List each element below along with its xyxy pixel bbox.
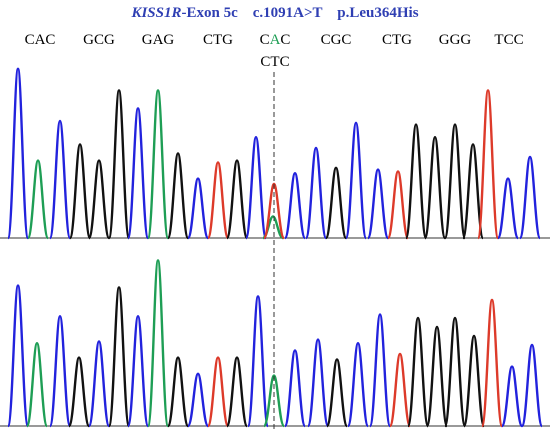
lower-peak-19-C [368, 313, 392, 428]
upper-peak-22-G [404, 123, 428, 240]
lower-peak-1-C [6, 284, 30, 428]
codon-label-6: CGC [321, 32, 352, 48]
upper-peak-25-G [461, 143, 485, 240]
upper-peak-12-G [225, 159, 249, 240]
upper-peak-13-C [244, 136, 268, 240]
upper-peak-23-G [423, 136, 447, 240]
lower-peak-18-C [346, 342, 370, 428]
lower-peak-26-C [500, 365, 524, 428]
lower-peak-20-T [388, 352, 412, 428]
mutant-codon-label: CTC [260, 54, 289, 70]
codon-label-mutated: CAC [260, 32, 291, 48]
variant-description: -Exon 5c c.1091A>T p.Leu364His [182, 5, 419, 21]
lower-chromatogram-trace [0, 259, 550, 428]
codon-label-9: TCC [494, 32, 523, 48]
lower-peak-21-G [406, 316, 430, 428]
upper-peak-1-C [6, 67, 30, 240]
upper-peak-16-C [283, 172, 307, 240]
lower-peak-13-C [246, 295, 270, 428]
upper-peak-28-C [518, 155, 542, 240]
lower-peak-8-A [146, 259, 170, 428]
lower-peak-5-C [87, 340, 111, 428]
codon-label-4: CTG [203, 32, 233, 48]
gene-name: KISS1R [130, 5, 181, 21]
upper-peak-6-G [107, 89, 131, 240]
upper-chromatogram-trace [0, 67, 550, 240]
upper-peak-9-G [166, 152, 190, 240]
lower-peak-6-G [107, 286, 131, 428]
upper-peak-11-T [206, 161, 230, 240]
upper-peak-10-C [186, 177, 210, 240]
lower-peak-2-A [25, 342, 49, 428]
codon-label-mutated-base-1: C [260, 32, 270, 48]
upper-peak-20-C [366, 168, 390, 240]
upper-peak-8-A [146, 89, 170, 240]
codon-label-mutated-base-3: C [280, 32, 290, 48]
codon-label-2: GCG [83, 32, 115, 48]
upper-peak-3-C [48, 119, 72, 240]
codon-label-1: CAC [25, 32, 56, 48]
upper-peak-26-T [476, 89, 500, 240]
lower-peak-24-G [462, 334, 486, 428]
upper-peak-21-T [386, 170, 410, 240]
figure-header: KISS1R-Exon 5c c.1091A>T p.Leu364His [130, 5, 418, 21]
codon-label-mutated-base-2: A [270, 32, 281, 48]
lower-peak-4-G [67, 356, 91, 428]
upper-peak-18-G [324, 166, 348, 240]
lower-peak-16-C [306, 338, 330, 428]
lower-peak-17-G [325, 358, 349, 428]
lower-peak-27-C [520, 343, 544, 428]
upper-peak-7-C [126, 107, 150, 240]
lower-peak-9-G [166, 356, 190, 428]
lower-peak-15-C [283, 349, 307, 428]
upper-peak-2-A [26, 159, 50, 240]
codon-label-3: GAG [142, 32, 175, 48]
lower-peak-3-C [48, 315, 72, 428]
codon-label-8: GGG [439, 32, 472, 48]
upper-peak-19-C [344, 121, 368, 240]
codon-label-7: CTG [382, 32, 412, 48]
lower-peak-14-A [262, 374, 286, 428]
upper-peak-17-C [304, 146, 328, 240]
lower-peak-7-C [126, 315, 150, 428]
upper-peak-5-G [87, 159, 111, 240]
upper-peak-27-C [496, 177, 520, 240]
lower-peak-12-G [225, 356, 249, 428]
upper-peak-24-G [443, 123, 467, 240]
lower-peak-25-T [480, 298, 504, 428]
upper-peak-4-G [68, 143, 92, 240]
lower-peak-11-T [206, 356, 230, 428]
lower-peak-10-C [186, 372, 210, 428]
lower-peak-23-G [443, 316, 467, 428]
lower-peak-22-G [425, 325, 449, 428]
